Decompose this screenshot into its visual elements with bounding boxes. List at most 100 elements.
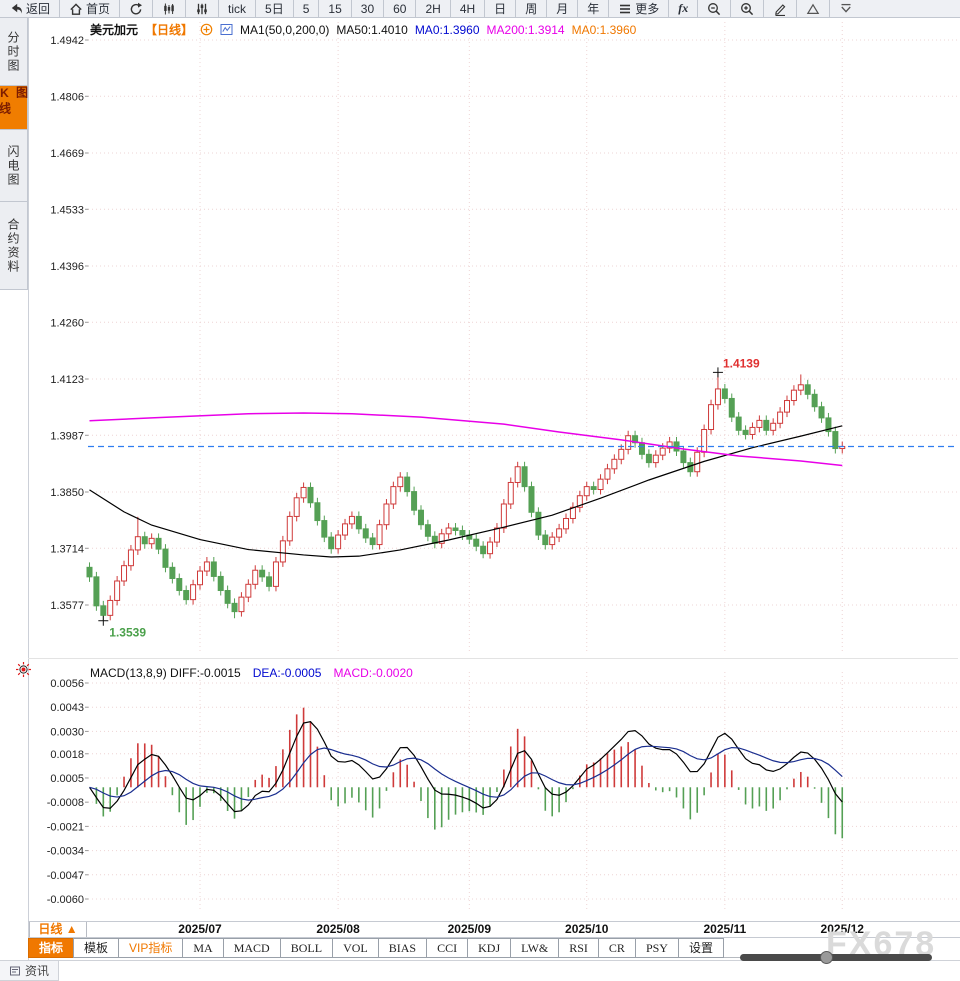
sidebar-item-lightning-chart[interactable]: 闪电图: [0, 130, 28, 202]
indicator-tab-lw[interactable]: LW&: [510, 938, 560, 958]
svg-text:0.0056: 0.0056: [50, 678, 84, 690]
toolbar-refresh-button[interactable]: [120, 0, 154, 17]
indicator-tab-[interactable]: 设置: [677, 938, 724, 958]
indicator-tab-kdj[interactable]: KDJ: [467, 938, 512, 958]
toolbar-back-label: 返回: [26, 2, 51, 16]
svg-text:1.4260: 1.4260: [50, 317, 84, 329]
svg-text:-0.0047: -0.0047: [47, 870, 84, 882]
toolbar-more-button[interactable]: 更多: [609, 0, 670, 17]
toolbar-5min-button[interactable]: 5: [294, 0, 320, 17]
sliders-icon: [195, 2, 209, 16]
axis-labels: 1.4942 1.4806 1.4669 1.4533 1.4396 1.4260 1.41…: [47, 35, 865, 936]
toolbar-4h-button[interactable]: 4H: [451, 0, 486, 17]
toolbar-home-button[interactable]: 首页: [60, 0, 121, 17]
indicator-tab-boll[interactable]: BOLL: [279, 938, 334, 958]
indicator-tab-vol[interactable]: VOL: [332, 938, 379, 958]
svg-text:2025/10: 2025/10: [565, 922, 609, 936]
svg-text:-0.0060: -0.0060: [47, 894, 84, 906]
chart-type-sidebar: 分时图 K线图闪电图合约资料: [0, 18, 29, 290]
svg-text:2025/11: 2025/11: [703, 922, 746, 936]
svg-text:0.0043: 0.0043: [50, 702, 84, 714]
period-tag: 【日线】: [145, 23, 194, 37]
svg-text:2025/07: 2025/07: [178, 922, 222, 936]
svg-text:-0.0021: -0.0021: [47, 821, 84, 833]
symbol-name: 美元加元: [90, 23, 139, 37]
svg-text:0.0005: 0.0005: [50, 773, 84, 785]
toolbar-weekly-button[interactable]: 周: [516, 0, 548, 17]
toolbar-collapse-button[interactable]: [830, 0, 862, 17]
refresh-icon: [129, 2, 143, 16]
toolbar-4h-label: 4H: [459, 1, 476, 16]
toolbar-yearly-button[interactable]: 年: [578, 0, 610, 17]
scrollbar-knob[interactable]: [820, 951, 833, 964]
pane-frames: [28, 658, 960, 938]
svg-text:1.4396: 1.4396: [50, 261, 84, 273]
svg-text:-0.0008: -0.0008: [47, 797, 84, 809]
bottom-tab-indicators[interactable]: 指标: [28, 938, 75, 958]
sidebar-item-label: K线图: [0, 86, 29, 116]
svg-text:-0.0034: -0.0034: [47, 846, 84, 858]
zoomout-icon: [707, 2, 721, 16]
indicator-tab-cci[interactable]: CCI: [426, 938, 469, 958]
sidebar-item-label: 闪电图: [6, 144, 20, 187]
toolbar-fx-button[interactable]: fx: [669, 0, 699, 17]
indicator-tab-psy[interactable]: PSY: [634, 938, 679, 958]
sidebar-item-time-chart[interactable]: 分时图: [0, 18, 28, 86]
news-tab[interactable]: 资讯: [0, 961, 59, 981]
indicator-tab-ma[interactable]: MA: [182, 938, 224, 958]
candle-icon: [162, 2, 176, 16]
bottom-tab-vip-indicators[interactable]: VIP指标: [118, 938, 184, 958]
toolbar-weekly-label: 周: [525, 2, 538, 16]
svg-text:1.3577: 1.3577: [50, 600, 84, 612]
indicator-tab-bias[interactable]: BIAS: [377, 938, 428, 958]
top-toolbar: 返回 首页 tick 5日 5 15 30 60 2H 4H 日 周 月 年 更多 fx: [0, 0, 960, 18]
indicator-toolbar: 指标 模板 VIP指标 MA MACD BOLL VOL BIAS CCI KDJ LW& RSI CR…: [28, 938, 724, 958]
triangle-icon: [806, 2, 820, 16]
svg-text:1.4123: 1.4123: [50, 374, 84, 386]
indicator-tab-rsi[interactable]: RSI: [558, 938, 599, 958]
zoomin-icon: [740, 2, 754, 16]
toolbar-daily-label: 日: [494, 2, 507, 16]
ma200-value: MA200:1.3914: [486, 22, 565, 37]
ma-settings: MA1(50,0,200,0): [240, 22, 330, 37]
horizontal-scrollbar[interactable]: [740, 954, 932, 961]
sidebar-item-kline-chart[interactable]: K线图: [0, 86, 29, 130]
toolbar-zoom-out-button[interactable]: [698, 0, 732, 17]
toolbar-shape-triangle-button[interactable]: [797, 0, 831, 17]
indicator-tab-cr[interactable]: CR: [597, 938, 636, 958]
period-dropdown[interactable]: 日线 ▲: [29, 922, 87, 937]
bottom-tab-templates[interactable]: 模板: [73, 938, 120, 958]
svg-text:1.4533: 1.4533: [50, 204, 84, 216]
svg-text:1.4942: 1.4942: [50, 35, 84, 47]
chevdown-icon: [839, 2, 853, 16]
toolbar-daily-button[interactable]: 日: [485, 0, 517, 17]
toolbar-draw-button[interactable]: [764, 0, 798, 17]
toolbar-5d-button[interactable]: 5日: [256, 0, 294, 17]
sidebar-item-label: 分时图: [6, 30, 20, 73]
ma-chip-icon: [220, 23, 233, 36]
macd-settings-icon[interactable]: [15, 661, 32, 683]
gridlines: [85, 22, 958, 912]
toolbar-30min-button[interactable]: 30: [352, 0, 385, 17]
news-row: 资讯: [0, 960, 960, 981]
toolbar-zoom-in-button[interactable]: [731, 0, 765, 17]
news-icon: [9, 965, 21, 977]
menu-icon: [618, 2, 632, 16]
indicator-tab-macd[interactable]: MACD: [222, 938, 281, 958]
toolbar-tick-button[interactable]: tick: [219, 0, 257, 17]
back-icon: [9, 2, 23, 16]
toolbar-candle-chart-type-button[interactable]: [153, 0, 187, 17]
toolbar-60min-button[interactable]: 60: [384, 0, 417, 17]
add-indicator-icon[interactable]: [200, 23, 213, 36]
toolbar-2h-button[interactable]: 2H: [416, 0, 451, 17]
toolbar-15min-button[interactable]: 15: [319, 0, 352, 17]
toolbar-sliders-chart-type-button[interactable]: [186, 0, 220, 17]
chart-header: 美元加元 【日线】 MA1(50,0,200,0) MA50:1.4010 MA…: [90, 21, 636, 38]
sidebar-item-contract-info[interactable]: 合约资料: [0, 202, 28, 290]
svg-text:1.4139: 1.4139: [723, 356, 760, 370]
toolbar-back-button[interactable]: 返回: [0, 0, 61, 17]
macd-layer: [89, 707, 844, 839]
toolbar-monthly-button[interactable]: 月: [547, 0, 579, 17]
toolbar-yearly-label: 年: [587, 2, 600, 16]
